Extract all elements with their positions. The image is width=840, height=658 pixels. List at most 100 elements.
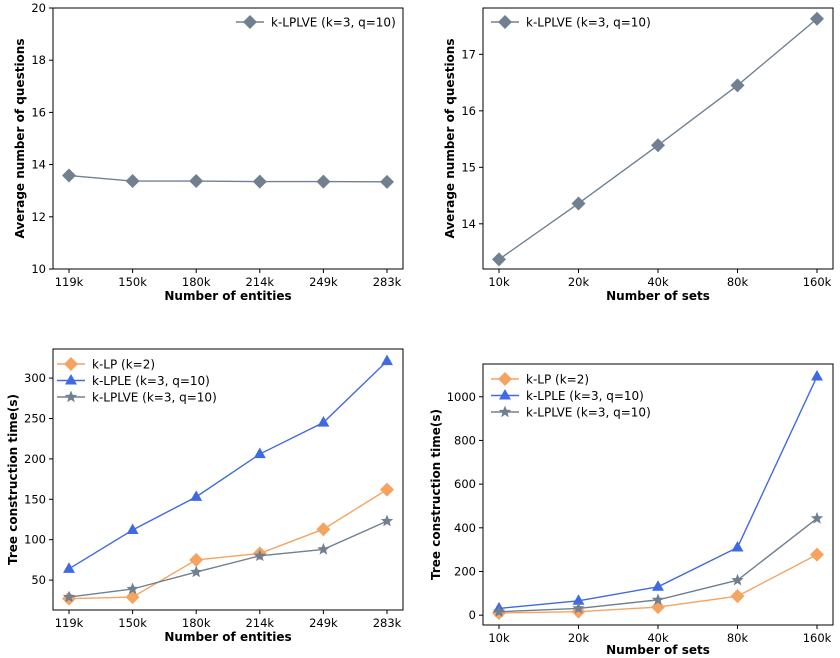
data-point	[731, 573, 744, 586]
legend-marker	[498, 405, 512, 418]
x-ticks: 119k 150k 180k 214k 249k 283k	[55, 610, 402, 630]
x-tick-label: 283k	[373, 275, 402, 289]
x-ticks: 10k 20k 40k 80k 160k	[488, 625, 832, 645]
legend-label: k-LPLVE (k=3, q=10)	[526, 16, 651, 30]
x-tick-label: 40k	[647, 275, 669, 289]
data-point	[316, 522, 331, 537]
legend-label: k-LPLE (k=3, q=10)	[526, 389, 644, 403]
data-point	[652, 580, 664, 591]
data-point	[810, 511, 824, 524]
legend-item: k-LPLE (k=3, q=10)	[57, 374, 210, 388]
y-axis-title: Average number of questions	[13, 39, 27, 239]
data-point	[125, 174, 140, 189]
data-point	[492, 252, 506, 267]
y-axis-title: Tree construction time(s)	[6, 394, 20, 565]
x-tick-label: 180k	[182, 616, 211, 630]
series-line	[68, 520, 388, 598]
data-point	[126, 582, 139, 595]
legend-marker	[64, 357, 78, 371]
legend-item: k-LPLVE (k=3, q=10)	[57, 390, 217, 405]
plot-area	[492, 11, 824, 267]
data-point	[380, 174, 394, 189]
y-ticks: 14 15 16 17	[461, 47, 483, 231]
x-tick-label: 20k	[568, 631, 590, 645]
data-point	[317, 416, 330, 427]
x-tick-label: 214k	[245, 616, 274, 630]
legend-label: k-LPLVE (k=3, q=10)	[526, 406, 651, 420]
data-point	[189, 552, 204, 567]
panel-construction-time-entities: 50 100 150 200 250 300 119k 150k 180k 214k 249k 28…	[6, 348, 404, 644]
y-tick-label: 20	[31, 1, 46, 15]
x-tick-label: 160k	[803, 275, 832, 289]
data-point	[651, 593, 665, 606]
y-tick-label: 17	[461, 47, 476, 61]
data-point	[810, 547, 824, 562]
data-point	[731, 540, 744, 552]
legend-item: k-LPLVE (k=3, q=10)	[491, 405, 651, 420]
y-tick-label: 100	[24, 533, 46, 547]
y-tick-label: 600	[454, 477, 476, 491]
legend: k-LPLVE (k=3, q=10)	[491, 15, 651, 30]
legend-marker	[65, 374, 77, 385]
x-tick-label: 119k	[55, 616, 84, 630]
data-point	[252, 174, 267, 189]
y-ticks: 10 12 14 16 18 20	[31, 1, 53, 276]
legend-label: k-LP (k=2)	[92, 358, 155, 372]
data-point	[190, 490, 203, 501]
x-tick-label: 40k	[647, 631, 669, 645]
plot-area	[62, 354, 394, 606]
y-tick-label: 1000	[447, 390, 476, 404]
data-point	[381, 354, 393, 366]
data-point	[253, 549, 266, 562]
series-line	[68, 174, 388, 183]
x-tick-label: 249k	[309, 275, 338, 289]
legend-marker	[499, 389, 511, 400]
data-point	[810, 11, 824, 26]
x-tick-label: 283k	[373, 616, 402, 630]
legend-label: k-LP (k=2)	[526, 373, 589, 387]
legend-label: k-LPLVE (k=3, q=10)	[92, 391, 217, 405]
legend: k-LPLVE (k=3, q=10)	[236, 15, 396, 30]
panel-avg-questions-sets: 14 15 16 17 10k 20k 40k 80k 160k Number of sets…	[443, 7, 834, 303]
data-point	[126, 523, 139, 535]
legend-item: k-LP (k=2)	[57, 357, 155, 372]
x-ticks: 10k 20k 40k 80k 160k	[488, 269, 832, 289]
x-axis-title: Number of sets	[606, 289, 710, 303]
y-tick-label: 16	[461, 104, 476, 118]
y-tick-label: 18	[31, 53, 46, 67]
y-tick-label: 200	[454, 564, 476, 578]
y-tick-label: 250	[24, 411, 46, 425]
legend-item: k-LPLVE (k=3, q=10)	[236, 15, 396, 30]
data-point	[730, 78, 745, 93]
x-tick-label: 214k	[245, 275, 274, 289]
data-point	[651, 600, 665, 615]
x-axis-title: Number of entities	[164, 289, 291, 303]
x-tick-label: 80k	[727, 275, 749, 289]
x-tick-label: 20k	[568, 275, 590, 289]
x-ticks: 119k 150k 180k 214k 249k 283k	[55, 269, 402, 289]
x-tick-label: 150k	[118, 616, 147, 630]
data-point	[571, 196, 586, 211]
legend-label: k-LPLE (k=3, q=10)	[92, 374, 210, 388]
data-point	[316, 174, 331, 189]
data-point	[63, 562, 75, 573]
data-point	[62, 168, 76, 183]
data-point	[125, 590, 140, 605]
data-point	[572, 594, 585, 605]
legend-label: k-LPLVE (k=3, q=10)	[271, 16, 396, 30]
y-axis-title: Tree construction time(s)	[429, 409, 443, 580]
plot-frame	[52, 348, 404, 611]
y-tick-label: 400	[454, 521, 476, 535]
y-tick-label: 14	[461, 217, 476, 231]
data-point	[572, 601, 585, 614]
legend: k-LP (k=2) k-LPLE (k=3, q=10) k-LPLVE (k=3…	[491, 372, 651, 420]
y-tick-label: 0	[469, 608, 476, 622]
legend-marker	[498, 372, 512, 386]
series-line	[68, 489, 388, 600]
y-tick-label: 300	[24, 371, 46, 385]
panel-avg-questions-entities: 10 12 14 16 18 20 119k 150k 180k 214k 249k 283k Nu…	[13, 1, 404, 303]
y-ticks: 0 200 400 600 800 1000	[447, 390, 483, 622]
y-tick-label: 14	[31, 158, 46, 172]
x-tick-label: 10k	[488, 275, 510, 289]
